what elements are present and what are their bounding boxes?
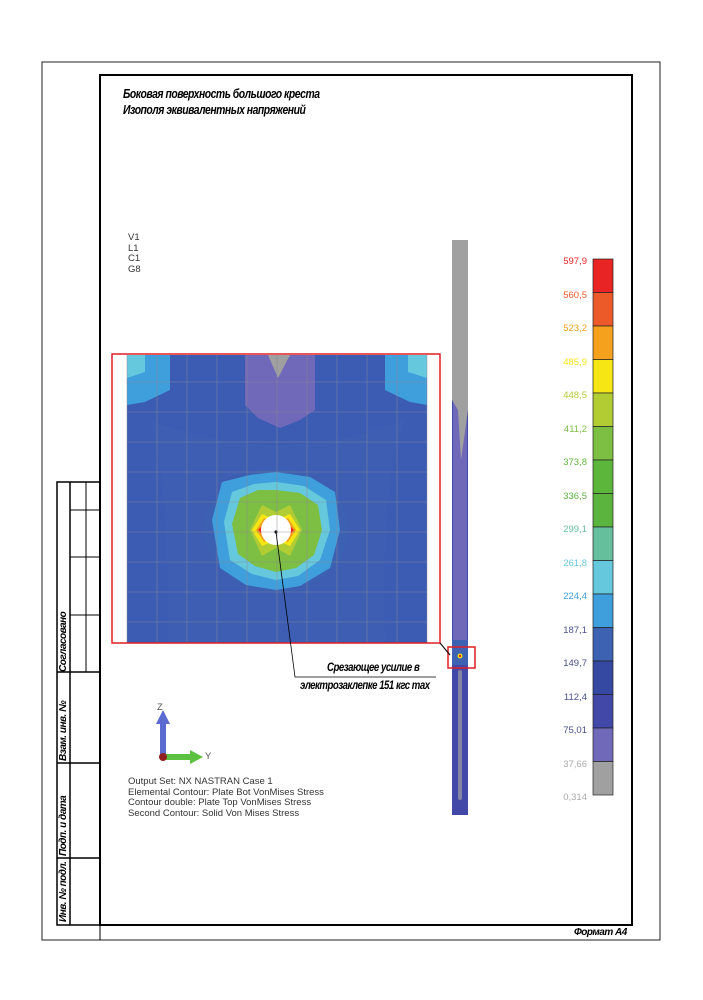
view-label: V1 [128, 232, 140, 243]
detail-highlight-box [447, 646, 476, 669]
rivet-hole [261, 515, 291, 545]
view-labels: V1 L1 C1 G8 [128, 232, 141, 275]
view-label: C1 [128, 253, 141, 264]
second-contour-line: Second Contour: Solid Von Mises Stress [128, 807, 300, 819]
legend-color-band [592, 359, 614, 394]
legend-color-band [592, 694, 614, 729]
legend-value: 261,8 [563, 557, 587, 569]
legend-value: 523,2 [563, 323, 587, 334]
legend-value: 187,1 [563, 624, 587, 636]
legend-value: 411,2 [563, 423, 587, 435]
detail-leader [439, 642, 451, 656]
title-line-2: Изополя эквивалентных напряжений [123, 102, 306, 117]
outer-border [41, 61, 661, 941]
contour-double-line: Contour double: Plate Top VonMises Stres… [128, 797, 312, 808]
side-stamp [56, 481, 101, 926]
mesh-grid [126, 355, 428, 643]
legend-value: 75,01 [563, 725, 587, 736]
legend-value: 37,66 [563, 758, 587, 770]
legend-value: 560,5 [563, 289, 587, 301]
z-arrow [160, 722, 166, 757]
legend-value: 373,8 [563, 457, 587, 468]
legend-color-band [592, 325, 614, 360]
strip-model [447, 240, 476, 815]
legend-value: 485,9 [563, 356, 587, 368]
legend-color-band [592, 392, 614, 427]
legend-color-band [592, 660, 614, 695]
axis-triad [156, 710, 203, 764]
legend-value: 336,5 [563, 490, 587, 502]
legend-value: 112,4 [563, 691, 587, 703]
legend-value: 0,314 [563, 792, 587, 803]
output-set-line: Output Set: NX NASTRAN Case 1 [128, 776, 273, 787]
output-info: Output Set: NX NASTRAN Case 1 Elemental … [128, 776, 324, 819]
elemental-contour-line: Elemental Contour: Plate Bot VonMises St… [128, 786, 324, 798]
axis-y-label: Y [205, 751, 212, 762]
legend-value: 448,5 [563, 390, 587, 401]
stamp-replaced-inv: Взам. инв. № [58, 700, 69, 761]
legend-color-band [592, 560, 614, 595]
y-arrow [163, 754, 193, 760]
color-legend [592, 258, 614, 796]
title-line-1: Боковая поверхность большого креста [123, 86, 320, 101]
stamp-agreed: Согласовано [58, 611, 69, 672]
legend-color-band [592, 493, 614, 528]
legend-value: 597,9 [563, 256, 587, 267]
annotation-line-1: Срезающее усилие в [327, 660, 420, 674]
legend-color-band [592, 593, 614, 628]
stamp-inv-orig: Инв. № подл. [58, 861, 69, 922]
stamp-sign-date: Подп. и дата [58, 795, 69, 856]
axis-z-label: Z [157, 702, 163, 713]
legend-color-band [592, 459, 614, 494]
zoom-highlight-frame [111, 353, 441, 644]
annotation-leader [275, 531, 436, 678]
annotation-line-2: электрозаклепке 151 кгс max [300, 678, 430, 692]
view-label: L1 [128, 242, 139, 254]
format-label: Формат А4 [574, 927, 627, 938]
legend-color-band [592, 292, 614, 327]
view-label: G8 [128, 263, 141, 275]
legend-value: 299,1 [563, 524, 587, 535]
x-axis-origin [159, 753, 167, 761]
legend-color-band [592, 761, 614, 796]
legend-color-band [592, 426, 614, 461]
legend-color-band [592, 627, 614, 662]
legend-color-band [592, 727, 614, 762]
legend-value: 224,4 [563, 591, 587, 602]
legend-color-band [592, 526, 614, 561]
legend-value: 149,7 [563, 658, 587, 669]
legend-color-band [592, 258, 614, 293]
zoomed-contour-view [111, 353, 441, 644]
drawing-title: Боковая поверхность большого креста Изоп… [123, 86, 320, 118]
